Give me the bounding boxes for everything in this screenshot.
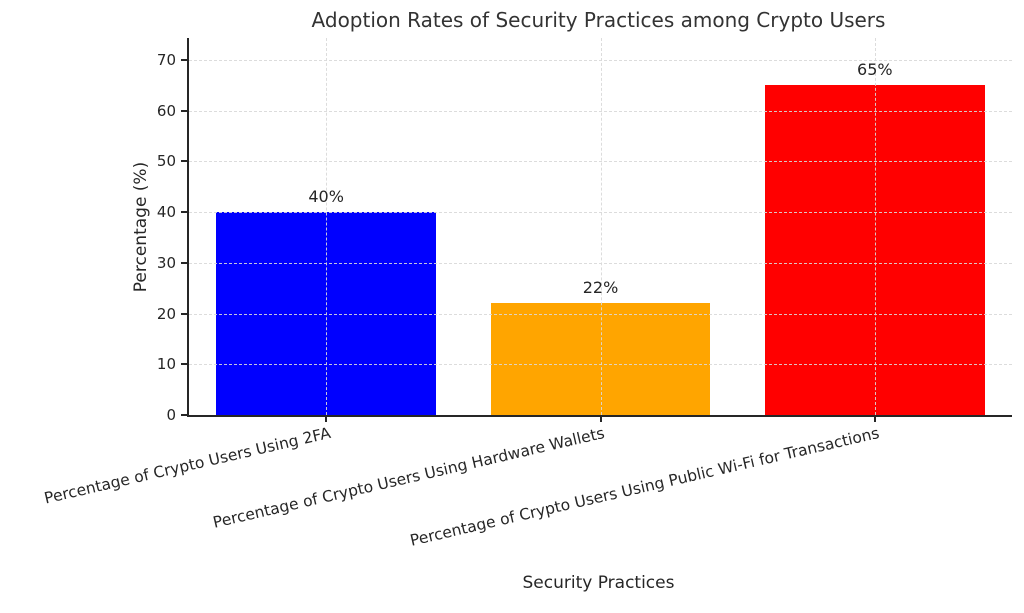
y-tick-mark <box>181 160 187 163</box>
x-tick-mark <box>325 417 328 422</box>
gridline-horizontal <box>189 212 1012 214</box>
gridline-horizontal <box>189 59 1012 61</box>
y-tick-mark <box>181 211 187 214</box>
y-tick-mark <box>181 58 187 61</box>
x-tick-label: Percentage of Crypto Users Using 2FA <box>42 424 333 508</box>
gridline-vertical <box>874 38 876 415</box>
bar-value-label: 22% <box>582 278 619 298</box>
gridline-vertical <box>326 38 328 415</box>
y-tick-mark <box>181 414 187 416</box>
gridline-horizontal <box>189 313 1012 315</box>
gridline-horizontal <box>189 364 1012 366</box>
y-tick-label: 30 <box>156 253 176 272</box>
chart-title: Adoption Rates of Security Practices amo… <box>311 8 886 32</box>
y-tick-mark <box>181 312 187 315</box>
y-tick-label: 10 <box>156 355 176 374</box>
y-tick-label: 40 <box>156 203 176 222</box>
gridline-horizontal <box>189 110 1012 112</box>
y-tick-label: 20 <box>156 304 176 323</box>
y-tick-mark <box>181 261 187 264</box>
bar-value-label: 65% <box>857 60 893 80</box>
y-tick-label: 0 <box>166 406 176 424</box>
y-tick-label: 50 <box>156 152 176 171</box>
bar <box>765 85 985 415</box>
y-tick-label: 70 <box>156 50 176 69</box>
bar <box>490 303 711 415</box>
gridline-vertical <box>600 38 602 415</box>
x-tick-mark <box>599 417 602 422</box>
y-tick-mark <box>181 109 187 112</box>
x-tick-label: Percentage of Crypto Users Using Public … <box>408 424 881 550</box>
bar-value-label: 40% <box>308 187 344 207</box>
y-tick-mark <box>181 363 187 366</box>
gridline-horizontal <box>189 262 1012 264</box>
x-tick-mark <box>873 417 876 422</box>
y-tick-label: 60 <box>156 101 176 120</box>
plot-area: 40% 22% 65% <box>187 38 1012 417</box>
x-axis-label: Security Practices <box>522 573 675 593</box>
gridline-horizontal <box>189 161 1012 163</box>
